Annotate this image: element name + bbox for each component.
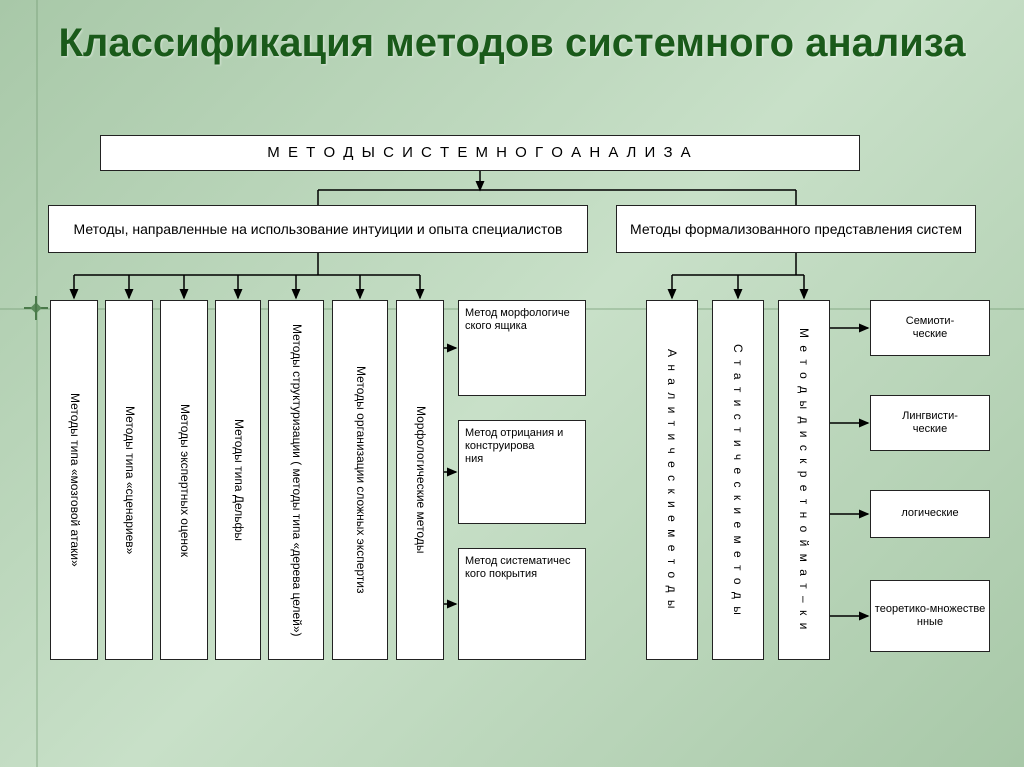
left-col-6: Морфологические методы: [396, 300, 444, 660]
discrete-sub-1-label: Лингвисти- ческие: [902, 410, 958, 436]
morph-sub-0-label: Метод морфологиче ского ящика: [465, 307, 570, 333]
discrete-sub-3: теоретико-множестве нные: [870, 580, 990, 652]
morph-sub-2-label: Метод систематичес кого покрытия: [465, 555, 570, 581]
right-col-0: А н а л и т и ч е с к и е м е т о д ы: [646, 300, 698, 660]
left-col-0-label: Методы типа «мозговой атаки»: [66, 393, 82, 567]
left-col-2-label: Методы экспертных оценок: [176, 404, 192, 557]
branch-left-box: Методы, направленные на использование ин…: [48, 205, 588, 253]
right-col-1-label: С т а т и с т и ч е с к и е м е т о д ы: [731, 344, 745, 617]
left-col-6-label: Морфологические методы: [412, 406, 428, 553]
morph-sub-0: Метод морфологиче ского ящика: [458, 300, 586, 396]
branch-left-label: Методы, направленные на использование ин…: [74, 221, 563, 238]
left-col-0: Методы типа «мозговой атаки»: [50, 300, 98, 660]
left-col-5: Методы организации сложных экспертиз: [332, 300, 388, 660]
branch-right-box: Методы формализованного представления си…: [616, 205, 976, 253]
right-col-2-label: М е т о д ы д и с к р е т н о й м а т – …: [797, 328, 811, 631]
root-label: М Е Т О Д Ы С И С Т Е М Н О Г О А Н А Л …: [267, 144, 692, 162]
morph-sub-2: Метод систематичес кого покрытия: [458, 548, 586, 660]
right-col-2: М е т о д ы д и с к р е т н о й м а т – …: [778, 300, 830, 660]
right-col-1: С т а т и с т и ч е с к и е м е т о д ы: [712, 300, 764, 660]
page-title: Классификация методов системного анализа: [0, 0, 1024, 76]
left-col-4: Методы структуризации ( методы типа «дер…: [268, 300, 324, 660]
discrete-sub-3-label: теоретико-множестве нные: [875, 603, 985, 629]
discrete-sub-0: Семиоти- ческие: [870, 300, 990, 356]
discrete-sub-2-label: логические: [901, 507, 958, 520]
bg-line-vertical: [36, 0, 38, 767]
right-col-0-label: А н а л и т и ч е с к и е м е т о д ы: [665, 349, 679, 611]
discrete-sub-2: логические: [870, 490, 990, 538]
left-col-2: Методы экспертных оценок: [160, 300, 208, 660]
left-col-1-label: Методы типа «сценариев»: [121, 406, 137, 554]
left-col-4-label: Методы структуризации ( методы типа «дер…: [288, 324, 304, 637]
left-col-5-label: Методы организации сложных экспертиз: [352, 366, 368, 593]
root-box: М Е Т О Д Ы С И С Т Е М Н О Г О А Н А Л …: [100, 135, 860, 171]
discrete-sub-1: Лингвисти- ческие: [870, 395, 990, 451]
left-col-3: Методы типа Дельфы: [215, 300, 261, 660]
left-col-3-label: Методы типа Дельфы: [230, 419, 246, 541]
cross-marker-icon: [24, 296, 48, 320]
branch-right-label: Методы формализованного представления си…: [630, 221, 962, 238]
morph-sub-1-label: Метод отрицания и конструирова ния: [465, 427, 579, 467]
morph-sub-1: Метод отрицания и конструирова ния: [458, 420, 586, 524]
discrete-sub-0-label: Семиоти- ческие: [906, 315, 955, 341]
left-col-1: Методы типа «сценариев»: [105, 300, 153, 660]
